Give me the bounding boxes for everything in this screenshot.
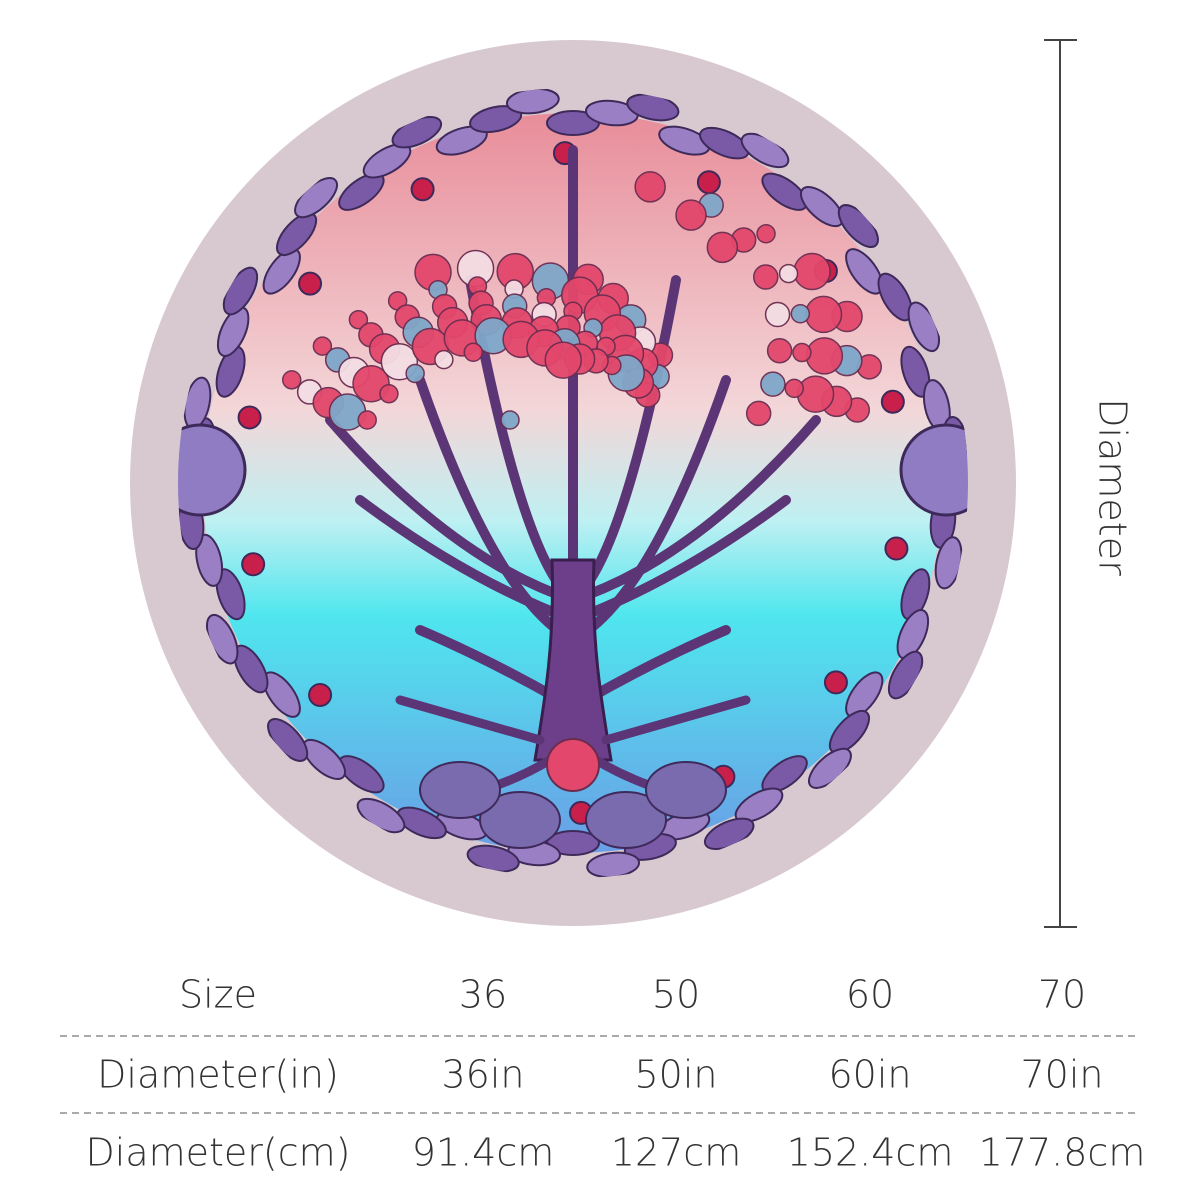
blossom [281, 370, 302, 390]
blossom [706, 231, 739, 264]
base-leaf [419, 761, 501, 819]
blossom [760, 371, 786, 397]
table-cell: 152.4cm [787, 1131, 954, 1175]
blossom [790, 304, 811, 324]
table-cell: 50 [652, 973, 700, 1017]
row-header: Diameter(in) [97, 1053, 339, 1097]
base-leaf [645, 761, 727, 819]
table-cell: 70in [1021, 1053, 1104, 1097]
size-table: Size 36 50 60 70 Diameter(in) 36in 50in 60in 70in… [86, 973, 1146, 1175]
blossom [434, 349, 454, 370]
berry [241, 552, 266, 577]
blossom [753, 264, 779, 290]
blossom [500, 410, 520, 430]
table-cell: 70 [1038, 973, 1086, 1017]
trunk [533, 558, 613, 762]
branch [581, 625, 731, 705]
table-cell: 36 [459, 973, 507, 1017]
branch [415, 625, 565, 705]
blossom [634, 171, 666, 203]
berry [298, 271, 323, 296]
root-flower [546, 738, 600, 792]
row-header: Size [179, 973, 257, 1017]
branch [325, 415, 578, 605]
blossom [805, 337, 844, 375]
blossom [379, 383, 399, 404]
blossom [804, 295, 843, 334]
branch [568, 495, 791, 625]
side-flower [899, 423, 968, 517]
blossom [405, 363, 425, 384]
side-flower [178, 423, 247, 517]
blossom [764, 301, 791, 328]
berry [823, 670, 848, 695]
table-cell: 36in [442, 1053, 525, 1097]
blossom [312, 336, 333, 356]
blossom [792, 342, 812, 363]
dimension-label: Diameter [1091, 398, 1135, 576]
blossom [463, 342, 484, 363]
roots [395, 695, 751, 805]
blossom [675, 199, 707, 231]
berry [884, 536, 909, 561]
blossom [784, 378, 805, 399]
blossom [766, 337, 793, 364]
base-leaf [479, 791, 561, 849]
blossom [793, 252, 831, 291]
blossom [357, 410, 377, 430]
berry [410, 177, 435, 202]
table-cell: 50in [635, 1053, 718, 1097]
table-cell: 60 [846, 973, 894, 1017]
branch [568, 415, 821, 605]
berry [308, 682, 333, 707]
table-cell: 177.8cm [979, 1131, 1146, 1175]
berry [880, 389, 905, 414]
table-cell: 91.4cm [412, 1131, 555, 1175]
berry [237, 405, 262, 430]
tree-of-life [178, 88, 968, 878]
blossom [778, 263, 799, 284]
blossom [796, 375, 835, 413]
base-leaf [585, 791, 667, 849]
branch [355, 495, 578, 625]
blossom [544, 341, 583, 379]
table-cell: 127cm [611, 1131, 741, 1175]
blossom [745, 400, 772, 427]
table-cell: 60in [829, 1053, 912, 1097]
row-header: Diameter(cm) [86, 1131, 351, 1175]
berry [696, 170, 721, 195]
blossom [348, 309, 369, 330]
blossom [756, 224, 776, 244]
